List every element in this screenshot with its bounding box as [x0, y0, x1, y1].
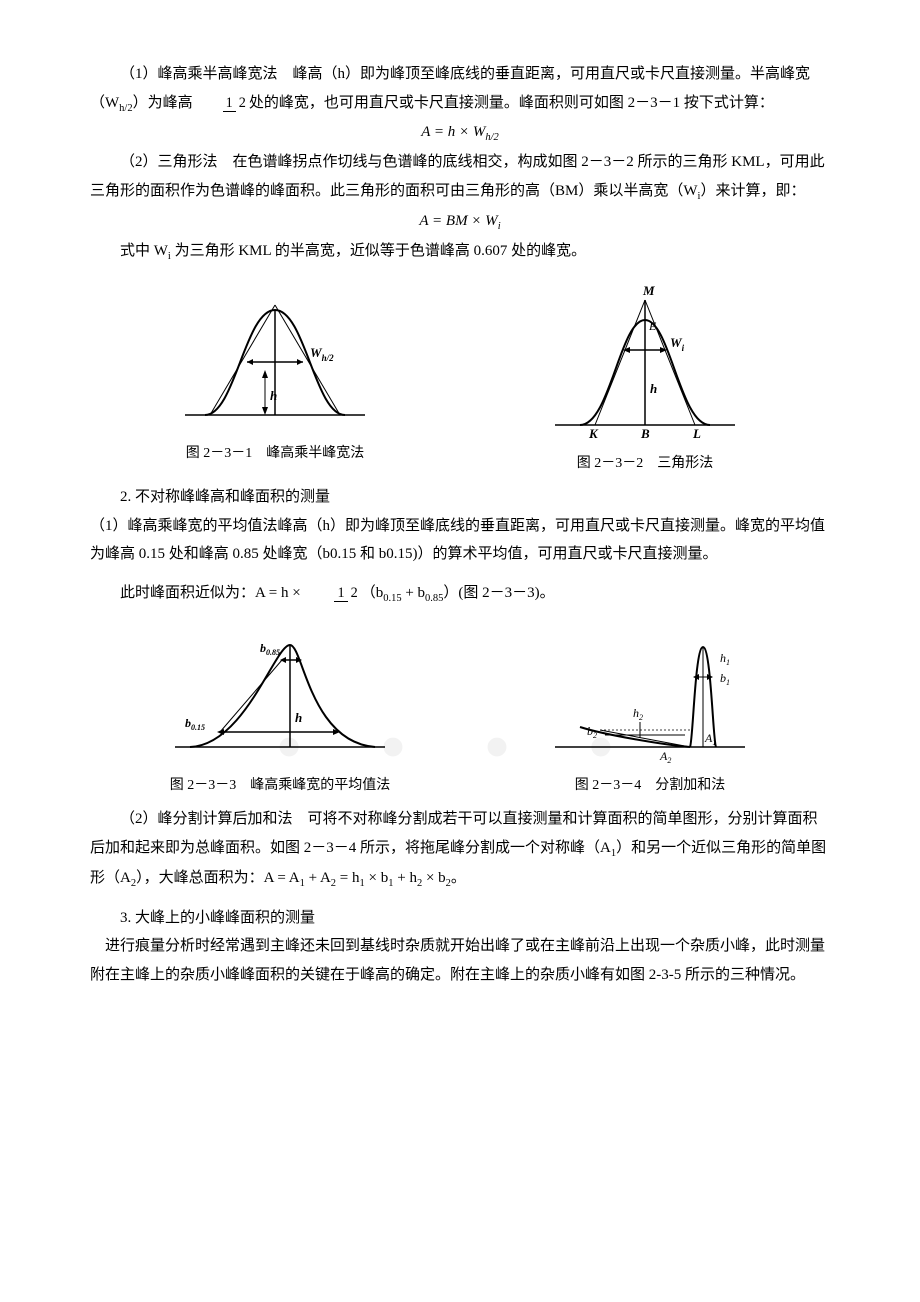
svg-text:h2: h2 [633, 706, 643, 722]
paragraph: （1）峰高乘半高峰宽法 峰高（h）即为峰顶至峰底线的垂直距离，可用直尺或卡尺直接… [90, 60, 830, 118]
text: A = BM × W [419, 213, 497, 229]
svg-text:B: B [640, 426, 650, 441]
text: 为三角形 KML 的半高宽，近似等于色谱峰高 0.607 处的峰宽。 [171, 243, 586, 259]
paragraph: 此时峰面积近似为：A = h × 12（b0.15 + b0.85）(图 2－3… [90, 579, 830, 609]
peak-diagram: Wh/2 h [175, 285, 375, 435]
paragraph: （2）峰分割计算后加和法 可将不对称峰分割成若干可以直接测量和计算面积的简单图形… [90, 805, 830, 893]
text: 。 [451, 870, 466, 886]
text: 式中 W [120, 243, 168, 259]
svg-text:L: L [692, 426, 701, 441]
figure-2-3-1: Wh/2 h 图 2－3－1 峰高乘半峰宽法 [175, 285, 375, 478]
figure-caption: 图 2－3－2 三角形法 [577, 451, 714, 478]
paragraph: 进行痕量分析时经常遇到主峰还未回到基线时杂质就开始出峰了或在主峰前沿上出现一个杂… [90, 932, 830, 989]
figure-2-3-3: b0.85 b0.15 h 图 2－3－3 峰高乘峰宽的平均值法 [165, 627, 395, 800]
text: 此时峰面积近似为：A = h × [120, 585, 304, 601]
numerator: 1 [223, 95, 236, 112]
document-body: （1）峰高乘半高峰宽法 峰高（h）即为峰顶至峰底线的垂直距离，可用直尺或卡尺直接… [90, 60, 830, 989]
subscript: 0.85 [425, 593, 443, 604]
denominator: 2 [348, 585, 361, 601]
figure-row: Wh/2 h 图 2－3－1 峰高乘半峰宽法 M E Wi [90, 285, 830, 478]
text: × b [422, 870, 445, 886]
svg-text:b0.85: b0.85 [260, 641, 280, 657]
svg-text:b0.15: b0.15 [185, 716, 205, 732]
heading: 2. 不对称峰峰高和峰面积的测量 [90, 483, 830, 512]
svg-text:Wi: Wi [670, 335, 685, 353]
figure-row: b0.85 b0.15 h 图 2－3－3 峰高乘峰宽的平均值法 h1 [90, 627, 830, 800]
subscript: h/2 [485, 132, 498, 143]
numerator: 1 [334, 585, 347, 602]
text: ），大峰总面积为：A = A [136, 870, 299, 886]
paragraph: 式中 Wi 为三角形 KML 的半高宽，近似等于色谱峰高 0.607 处的峰宽。 [90, 237, 830, 267]
figure-2-3-2: M E Wi h K B L 图 2－3－2 三角形法 [545, 285, 745, 478]
svg-text:A2: A2 [659, 749, 671, 765]
text: ）来计算，即： [700, 183, 805, 199]
text: 进行痕量分析时经常遇到主峰还未回到基线时杂质就开始出峰了或在主峰前沿上出现一个杂… [90, 938, 825, 983]
figure-caption: 图 2－3－3 峰高乘峰宽的平均值法 [170, 773, 391, 800]
svg-text:h1: h1 [720, 651, 730, 667]
figure-caption: 图 2－3－4 分割加和法 [575, 773, 726, 800]
asym-peak-diagram: b0.85 b0.15 h [165, 627, 395, 767]
svg-text:h: h [270, 388, 277, 403]
text: ）为峰高 [133, 95, 193, 111]
subscript: i [498, 221, 501, 232]
svg-text:h: h [295, 710, 302, 725]
text: A = h × W [421, 124, 485, 140]
figure-caption: 图 2－3－1 峰高乘半峰宽法 [186, 441, 365, 468]
paragraph: （1）峰高乘峰宽的平均值法峰高（h）即为峰顶至峰底线的垂直距离，可用直尺或卡尺直… [90, 512, 830, 569]
svg-text:K: K [588, 426, 599, 441]
text: （b [361, 585, 384, 601]
figure-2-3-4: h1 b1 h2 b2 A1 A2 图 2－3－4 分割加和法 [545, 627, 755, 800]
fraction: 12 [304, 586, 360, 600]
text: + A [305, 870, 331, 886]
formula: A = BM × Wi [90, 207, 830, 237]
text: 处的峰宽，也可用直尺或卡尺直接测量。峰面积则可如图 2－3－1 按下式计算： [249, 95, 774, 111]
fraction: 12 [193, 96, 249, 110]
svg-text:h: h [650, 381, 657, 396]
denominator: 2 [236, 95, 249, 111]
svg-text:b2: b2 [587, 724, 597, 740]
text: 3. 大峰上的小峰峰面积的测量 [120, 910, 315, 926]
text: = h [336, 870, 359, 886]
text: 2. 不对称峰峰高和峰面积的测量 [120, 489, 330, 505]
text: × b [365, 870, 388, 886]
text: + b [402, 585, 425, 601]
formula: A = h × Wh/2 [90, 118, 830, 148]
text: （1）峰高乘峰宽的平均值法峰高（h）即为峰顶至峰底线的垂直距离，可用直尺或卡尺直… [90, 518, 825, 563]
svg-text:b1: b1 [720, 671, 730, 687]
svg-text:Wh/2: Wh/2 [310, 345, 334, 363]
subscript: 0.15 [383, 593, 401, 604]
subscript: h/2 [119, 103, 132, 114]
heading: 3. 大峰上的小峰峰面积的测量 [90, 904, 830, 933]
svg-text:M: M [642, 285, 655, 298]
triangle-diagram: M E Wi h K B L [545, 285, 745, 445]
split-peak-diagram: h1 b1 h2 b2 A1 A2 [545, 627, 755, 767]
paragraph: （2）三角形法 在色谱峰拐点作切线与色谱峰的底线相交，构成如图 2－3－2 所示… [90, 148, 830, 206]
text: ）(图 2－3－3)。 [443, 585, 554, 601]
text: + h [393, 870, 416, 886]
svg-text:E: E [648, 319, 657, 333]
